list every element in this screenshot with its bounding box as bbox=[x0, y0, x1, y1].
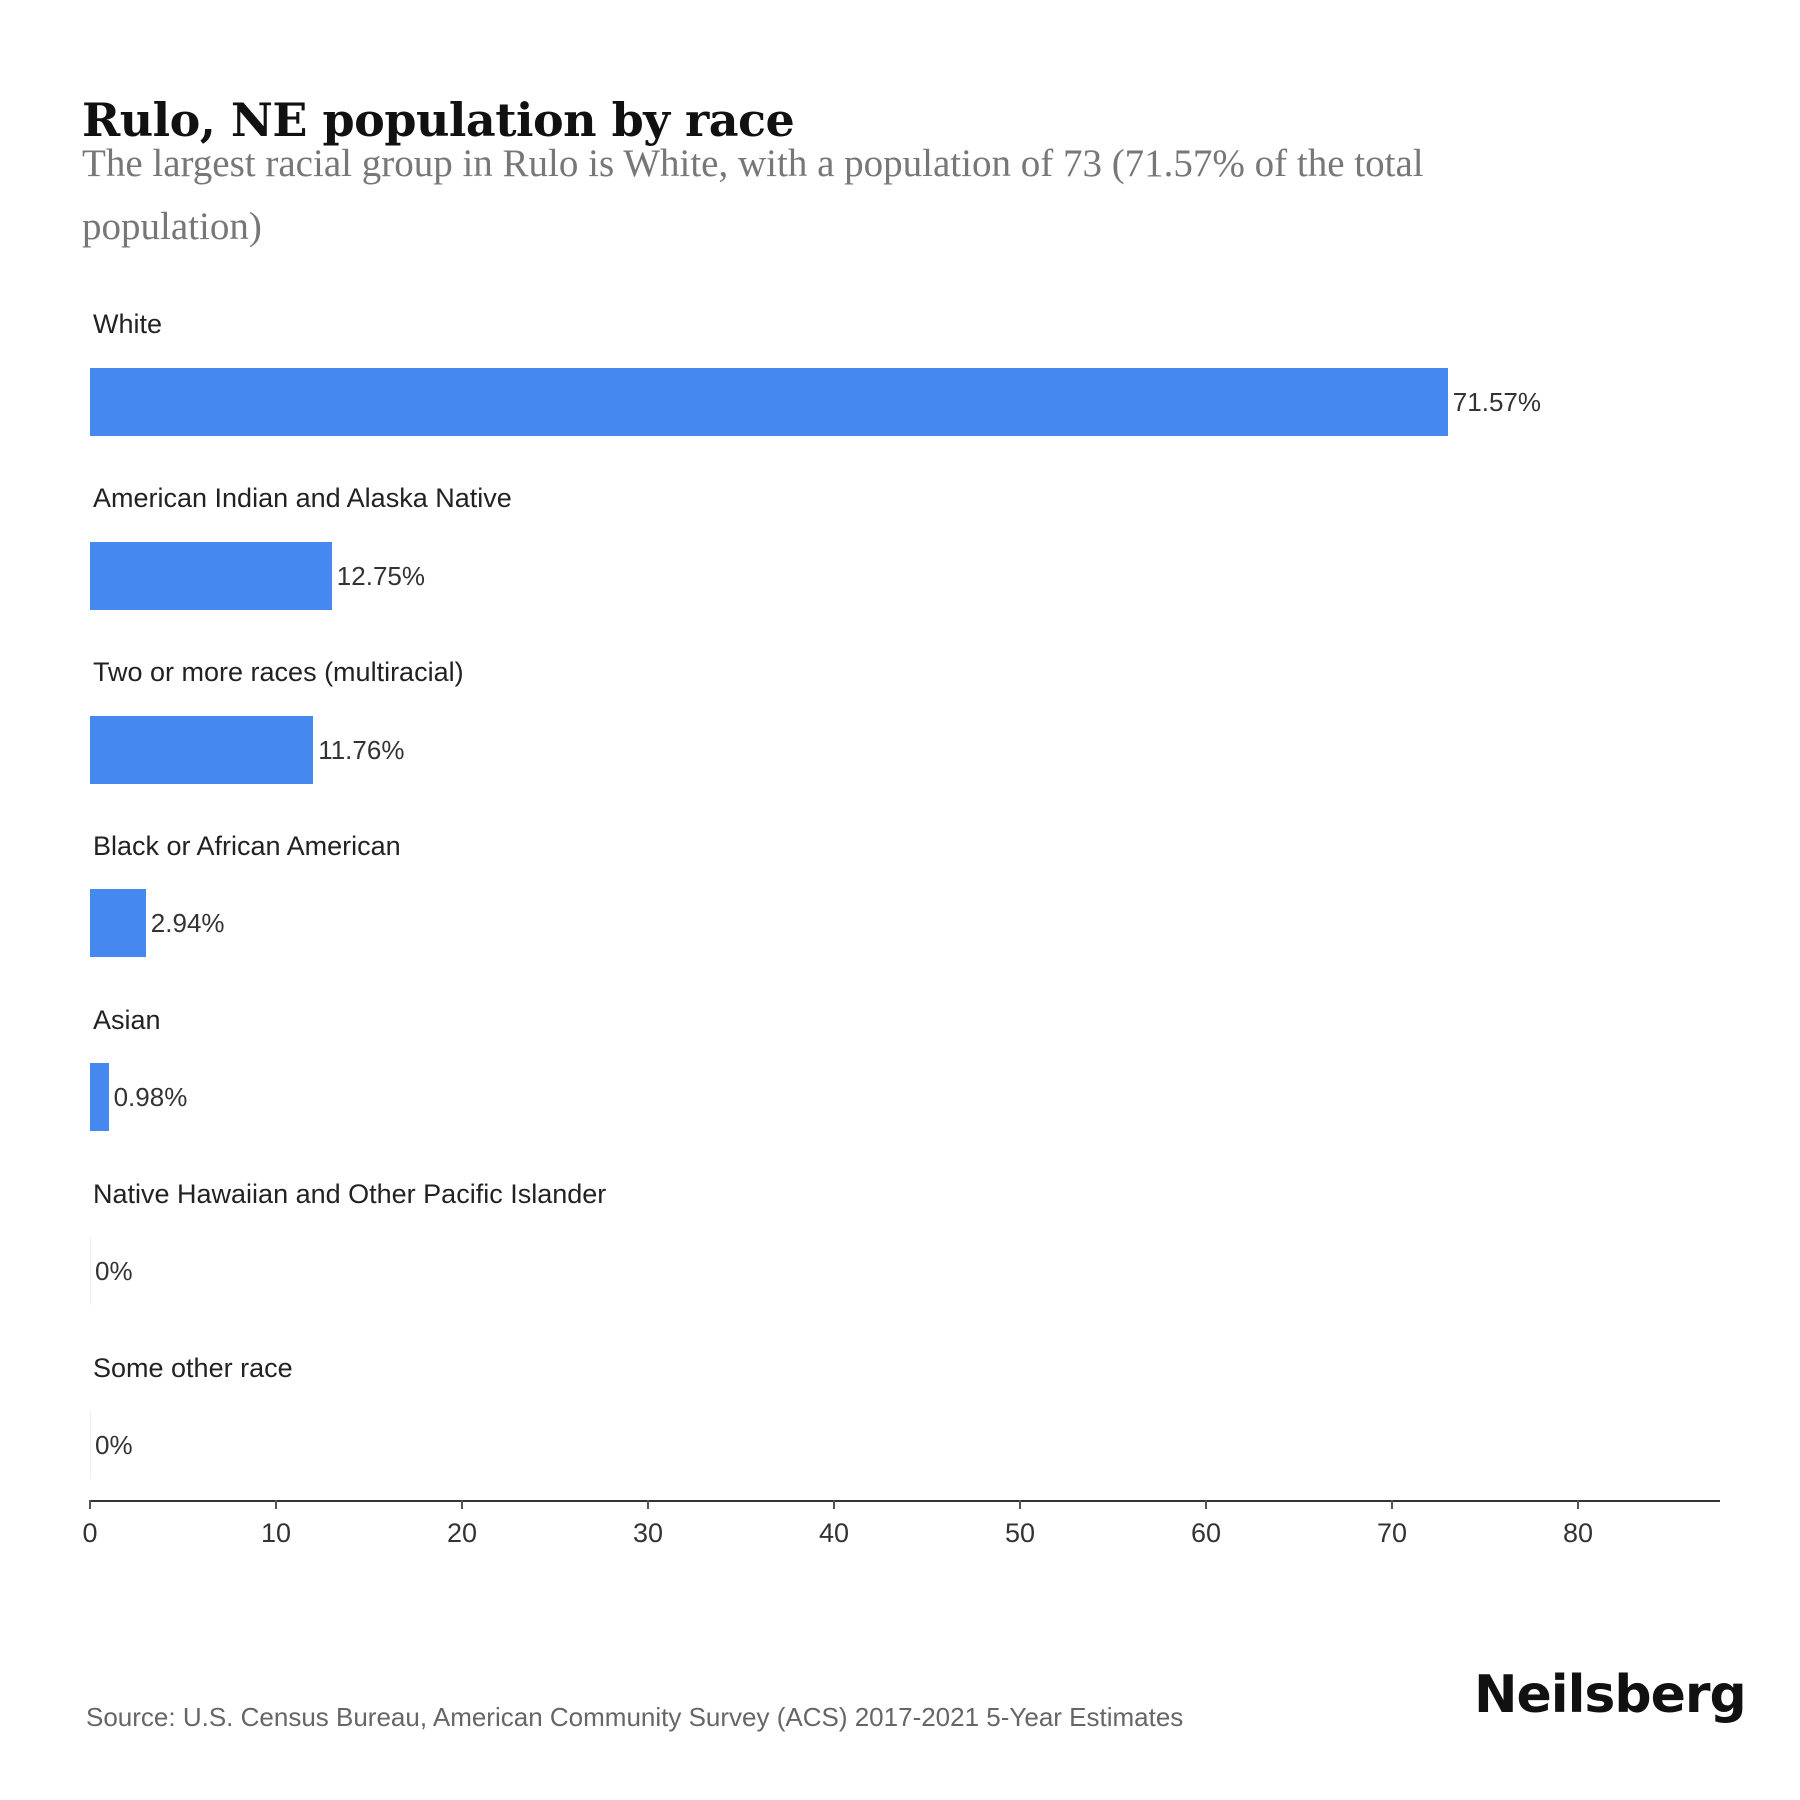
x-axis-tick-label: 10 bbox=[260, 1518, 292, 1548]
x-axis-tick-label: 80 bbox=[1562, 1518, 1594, 1548]
category-label-american-indian: American Indian and Alaska Native bbox=[93, 483, 512, 513]
x-axis-tick bbox=[275, 1500, 277, 1509]
bar-native-hawaiian bbox=[90, 1237, 91, 1305]
category-label-native-hawaiian: Native Hawaiian and Other Pacific Island… bbox=[93, 1179, 607, 1209]
bar-american-indian bbox=[90, 542, 332, 610]
bar-asian bbox=[90, 1063, 109, 1131]
value-label-some-other-race: 0% bbox=[95, 1430, 133, 1460]
x-axis-tick-label: 50 bbox=[1004, 1518, 1036, 1548]
x-axis-tick-label: 40 bbox=[818, 1518, 850, 1548]
x-axis-tick bbox=[647, 1500, 649, 1509]
neilsberg-logo: Neilsberg bbox=[1474, 1665, 1747, 1725]
x-axis-tick-label: 30 bbox=[632, 1518, 664, 1548]
value-label-asian: 0.98% bbox=[113, 1082, 188, 1112]
category-label-two-or-more: Two or more races (multiracial) bbox=[93, 657, 464, 687]
value-label-white: 71.57% bbox=[1452, 387, 1541, 417]
value-label-native-hawaiian: 0% bbox=[95, 1256, 133, 1286]
x-axis-tick bbox=[89, 1500, 91, 1509]
x-axis-tick bbox=[461, 1500, 463, 1509]
category-label-asian: Asian bbox=[93, 1005, 161, 1035]
x-axis-tick bbox=[1391, 1500, 1393, 1509]
bar-white bbox=[90, 368, 1448, 436]
value-label-two-or-more: 11.76% bbox=[318, 735, 405, 765]
x-axis-tick-label: 20 bbox=[446, 1518, 478, 1548]
x-axis-tick-label: 70 bbox=[1376, 1518, 1408, 1548]
x-axis-line bbox=[90, 1500, 1720, 1502]
x-axis-tick-label: 60 bbox=[1190, 1518, 1222, 1548]
x-axis-tick bbox=[833, 1500, 835, 1509]
category-label-white: White bbox=[93, 309, 163, 339]
category-label-some-other-race: Some other race bbox=[93, 1353, 293, 1383]
x-axis-tick bbox=[1205, 1500, 1207, 1509]
x-axis-tick-label: 0 bbox=[82, 1518, 98, 1548]
value-label-black: 2.94% bbox=[150, 908, 225, 938]
value-label-american-indian: 12.75% bbox=[336, 561, 425, 591]
chart-title: Rulo, NE population by race bbox=[82, 92, 795, 147]
bar-some-other-race bbox=[90, 1411, 91, 1479]
bar-two-or-more bbox=[90, 716, 314, 784]
source-note: Source: U.S. Census Bureau, American Com… bbox=[86, 1702, 1184, 1732]
category-label-black: Black or African American bbox=[93, 831, 401, 861]
chart-subtitle: The largest racial group in Rulo is Whit… bbox=[82, 142, 1424, 248]
x-axis-tick bbox=[1577, 1500, 1579, 1509]
x-axis-tick bbox=[1019, 1500, 1021, 1509]
bar-black bbox=[90, 889, 146, 957]
